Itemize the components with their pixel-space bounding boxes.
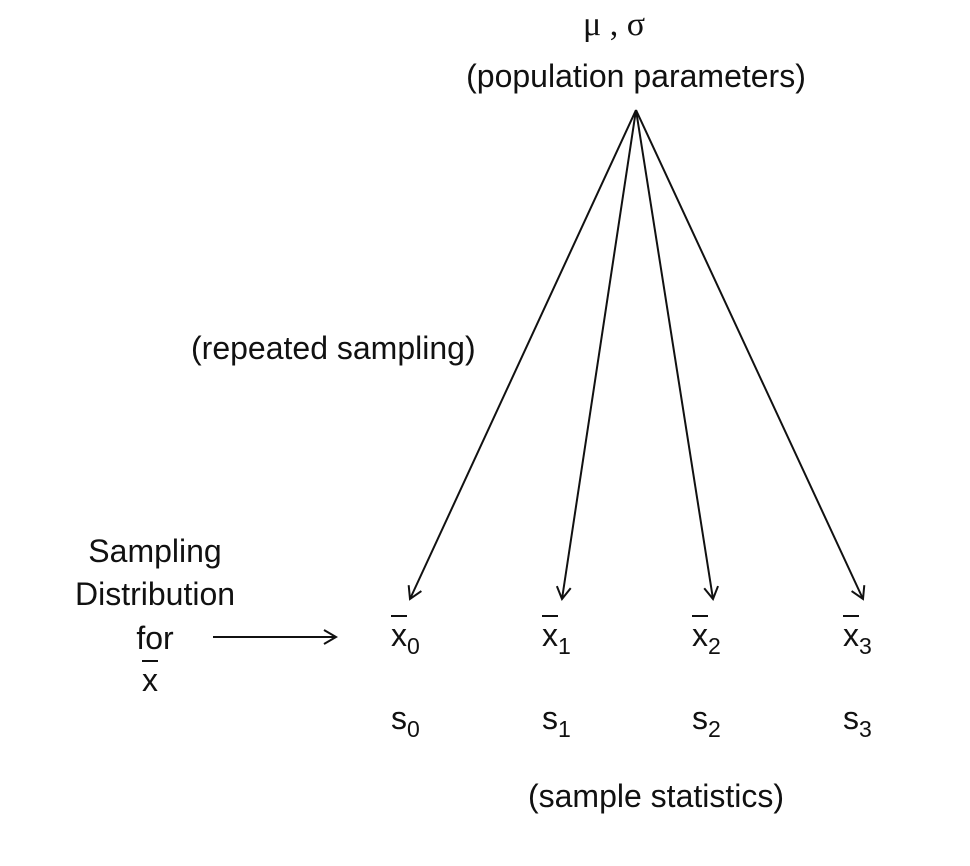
sampling-arrow-3 xyxy=(635,109,866,601)
sample-mean-0-symbol: x xyxy=(391,617,407,653)
repeated-sampling-label: (repeated sampling) xyxy=(191,330,476,366)
sampling-distribution-line-3: for xyxy=(136,620,174,656)
sample-mean-2-index: 2 xyxy=(708,633,721,660)
sampling-arrow-2 xyxy=(635,109,719,601)
population-parameters: μ , σ xyxy=(583,6,645,44)
sampling-distribution-xbar: x xyxy=(142,662,158,698)
sample-sd-2-symbol: s xyxy=(692,700,708,736)
sample-sd-0-index: 0 xyxy=(407,716,420,743)
sampling-distribution-line-1: Sampling xyxy=(88,533,222,569)
sample-sd-1: s1 xyxy=(542,700,571,741)
sample-mean-3-symbol: x xyxy=(843,617,859,653)
sample-sd-1-symbol: s xyxy=(542,700,558,736)
sample-sd-0: s0 xyxy=(391,700,420,741)
sample-mean-2-symbol: x xyxy=(692,617,708,653)
sigma-symbol: σ xyxy=(626,6,646,43)
population-parameters-label: (population parameters) xyxy=(466,58,806,94)
sampling-distribution-line-2: Distribution xyxy=(74,576,236,612)
sample-mean-1-symbol: x xyxy=(542,617,558,653)
sample-mean-1: x1 xyxy=(542,617,571,658)
sample-mean-3: x3 xyxy=(843,617,872,658)
sample-mean-0-index: 0 xyxy=(407,633,420,660)
sample-mean-1-index: 1 xyxy=(558,633,571,660)
sample-sd-3: s3 xyxy=(843,700,872,741)
sampling-arrow-0 xyxy=(407,109,637,601)
sample-sd-1-index: 1 xyxy=(558,716,571,743)
sample-sd-0-symbol: s xyxy=(391,700,407,736)
sample-sd-2: s2 xyxy=(692,700,721,741)
mu-symbol: μ xyxy=(582,6,602,43)
sampling-arrow-1 xyxy=(555,109,637,601)
sample-sd-3-index: 3 xyxy=(859,716,872,743)
sample-sd-2-index: 2 xyxy=(708,716,721,743)
sample-mean-3-index: 3 xyxy=(859,633,872,660)
sample-sd-3-symbol: s xyxy=(843,700,859,736)
parameter-separator: , xyxy=(601,6,627,43)
sample-mean-0: x0 xyxy=(391,617,420,658)
sample-mean-2: x2 xyxy=(692,617,721,658)
sample-statistics-label: (sample statistics) xyxy=(527,778,785,814)
